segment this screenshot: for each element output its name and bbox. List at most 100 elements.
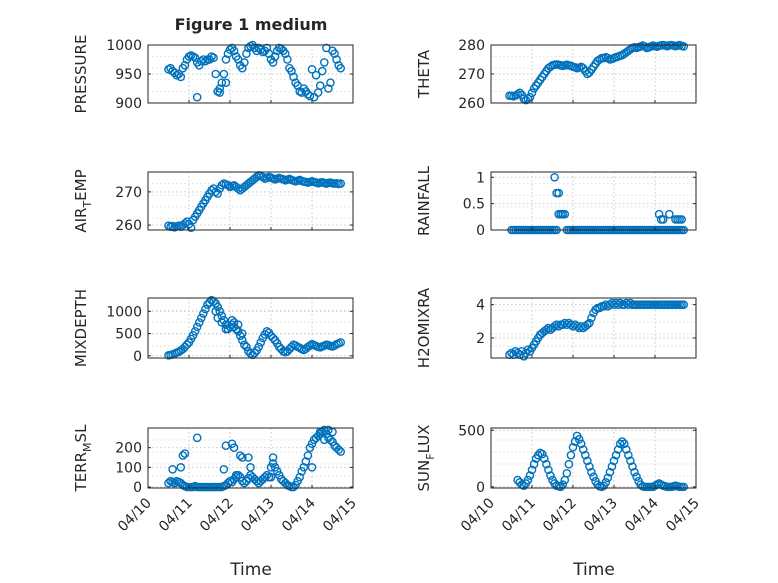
data-point xyxy=(609,456,619,466)
data-point xyxy=(566,450,576,460)
data-point xyxy=(170,68,179,78)
data-point xyxy=(632,472,641,481)
data-point xyxy=(679,42,689,51)
data-point xyxy=(654,209,664,219)
x-axis-label-right: Time xyxy=(572,560,615,580)
data-point xyxy=(619,439,629,449)
axes-box xyxy=(147,171,354,231)
data-point xyxy=(221,324,231,334)
x-tick-label: 04/11 xyxy=(499,495,539,535)
series-points xyxy=(164,40,346,102)
data-point xyxy=(587,313,596,323)
data-point xyxy=(262,43,272,53)
data-point xyxy=(289,72,298,82)
subplot-7: 0 100 200 04/10 04/11 04/12 04/13 04/14 04/15 TER… xyxy=(72,424,360,535)
data-point xyxy=(194,318,204,327)
data-point xyxy=(242,49,251,59)
data-point xyxy=(242,342,251,352)
data-point xyxy=(268,333,278,343)
data-point xyxy=(315,81,325,90)
data-point xyxy=(540,454,549,463)
y-axis-label: THETA xyxy=(415,49,433,99)
x-tick-label: 04/11 xyxy=(156,495,196,535)
data-point xyxy=(213,189,222,198)
data-point xyxy=(525,471,535,480)
data-point xyxy=(221,55,231,64)
data-point xyxy=(229,318,239,327)
data-point xyxy=(317,66,327,76)
x-tick-label: 04/15 xyxy=(320,495,360,535)
data-point xyxy=(289,482,298,492)
data-point xyxy=(313,88,323,97)
data-point xyxy=(617,437,627,446)
data-point xyxy=(219,465,229,474)
data-point xyxy=(237,63,247,73)
data-point xyxy=(205,298,214,307)
data-point xyxy=(217,180,227,190)
data-point xyxy=(603,53,613,63)
data-point xyxy=(324,84,333,93)
data-point xyxy=(523,94,533,103)
data-point xyxy=(640,42,650,51)
data-point xyxy=(628,462,637,471)
data-point xyxy=(546,471,555,480)
data-point xyxy=(529,459,539,469)
data-point xyxy=(679,300,689,309)
y-tick-label: 950 xyxy=(115,67,142,83)
figure-title: Figure 1 medium xyxy=(175,15,328,34)
x-axis-label-left: Time xyxy=(229,560,272,580)
data-point xyxy=(615,298,625,308)
data-point xyxy=(677,215,686,224)
data-point xyxy=(237,453,247,462)
y-axis-label: MIXDEPTH xyxy=(72,289,90,367)
data-point xyxy=(611,450,621,460)
data-point xyxy=(180,449,190,458)
data-point xyxy=(305,91,315,101)
data-point xyxy=(176,72,186,82)
data-point xyxy=(168,465,177,474)
data-point xyxy=(324,425,333,435)
y-axis-label: RAINFALL xyxy=(415,165,433,236)
x-tick-label: 04/13 xyxy=(581,495,621,535)
data-point xyxy=(564,459,574,469)
series-points xyxy=(505,298,689,361)
data-point xyxy=(225,45,235,54)
data-point xyxy=(180,219,190,228)
data-point xyxy=(303,451,313,460)
data-point xyxy=(576,439,586,449)
data-point xyxy=(170,478,179,488)
data-point xyxy=(311,70,321,80)
y-tick-label: 0 xyxy=(476,480,485,496)
data-point xyxy=(201,56,210,66)
data-point xyxy=(233,320,243,329)
data-point xyxy=(519,94,529,103)
data-point xyxy=(215,88,225,97)
data-point xyxy=(601,478,611,487)
data-point xyxy=(196,313,206,323)
data-point xyxy=(268,453,278,462)
data-point xyxy=(658,215,668,224)
data-point xyxy=(542,459,551,469)
data-point xyxy=(583,456,592,466)
data-point xyxy=(336,338,346,347)
x-tick-label: 04/15 xyxy=(663,495,703,535)
data-point xyxy=(319,58,329,67)
data-point xyxy=(513,90,522,99)
data-point xyxy=(544,465,553,475)
y-tick-label: 100 xyxy=(115,460,142,476)
x-tick-label: 04/14 xyxy=(279,495,319,535)
data-point xyxy=(229,443,239,452)
data-point xyxy=(237,329,247,338)
data-point xyxy=(527,88,537,98)
y-tick-label: 500 xyxy=(115,327,142,343)
data-point xyxy=(568,442,578,452)
data-point xyxy=(583,320,592,329)
data-point xyxy=(287,342,296,352)
data-point xyxy=(213,302,222,312)
y-axis-label: H2OMIXRA xyxy=(415,287,433,368)
data-point xyxy=(556,482,566,492)
data-point xyxy=(192,322,202,332)
data-point xyxy=(283,55,292,64)
data-point xyxy=(287,66,296,76)
data-point xyxy=(585,462,594,471)
